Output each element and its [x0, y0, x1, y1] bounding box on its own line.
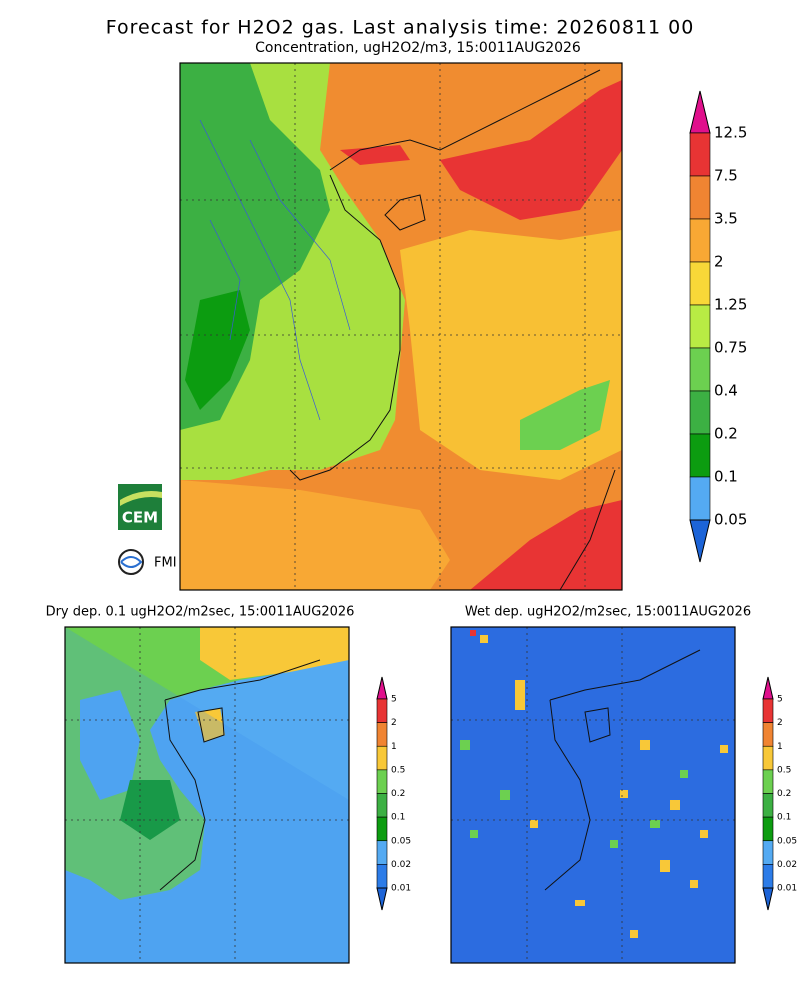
colorbar-band [376, 769, 388, 794]
cem-label: CEM [122, 509, 158, 527]
fmi-logo: FMI [118, 549, 177, 575]
colorbar-label: 0.05 [391, 836, 411, 846]
colorbar-label: 2 [777, 718, 783, 728]
colorbar-arrow [376, 676, 388, 700]
colorbar-label: 2 [714, 253, 724, 271]
cem-logo: CEM [118, 484, 162, 530]
colorbar-band [762, 816, 774, 842]
colorbar-band [762, 698, 774, 723]
main-map [179, 62, 623, 591]
colorbar-label: 0.1 [714, 468, 738, 486]
colorbar-label: 2 [391, 718, 397, 728]
colorbar-label: 0.5 [777, 765, 791, 775]
colorbar-label: 5 [777, 695, 783, 705]
colorbar-band [689, 218, 711, 263]
colorbar-arrow [762, 887, 774, 911]
colorbar-label: 5 [391, 695, 397, 705]
panel-title: Wet dep. ugH2O2/m2sec, 15:0011AUG2026 [465, 605, 751, 620]
colorbar-label: 0.4 [714, 382, 738, 400]
wet-dep-map [450, 626, 736, 964]
subtitle: Concentration, ugH2O2/m3, 15:0011AUG2026 [255, 40, 581, 56]
colorbar-label: 0.05 [777, 836, 797, 846]
colorbar-label: 0.01 [777, 884, 797, 894]
colorbar-label: 0.2 [391, 789, 405, 799]
colorbar-label: 0.05 [714, 511, 747, 529]
colorbar-label: 1 [391, 742, 397, 752]
colorbar-band [376, 816, 388, 842]
colorbar-band [376, 745, 388, 771]
main-title: Forecast for H2O2 gas. Last analysis tim… [106, 17, 695, 39]
colorbar-label: 0.02 [777, 860, 797, 870]
colorbar-label: 0.1 [391, 813, 405, 823]
dry-dep-map [64, 626, 350, 964]
colorbar-band [689, 132, 711, 177]
colorbar-arrow [376, 887, 388, 911]
panel-title: Dry dep. 0.1 ugH2O2/m2sec, 15:0011AUG202… [46, 605, 355, 620]
colorbar-band [762, 722, 774, 747]
colorbar-label: 0.5 [391, 765, 405, 775]
colorbar-label: 0.75 [714, 339, 747, 357]
fmi-label: FMI [154, 556, 177, 571]
colorbar-label: 0.2 [777, 789, 791, 799]
colorbar-band [376, 698, 388, 723]
colorbar-arrow [762, 676, 774, 700]
colorbar-band [376, 840, 388, 865]
colorbar-band [762, 840, 774, 865]
colorbar-band [376, 722, 388, 747]
colorbar-band [689, 390, 711, 435]
colorbar-band [762, 745, 774, 771]
colorbar-band [689, 175, 711, 220]
colorbar-band [376, 793, 388, 818]
colorbar-label: 0.02 [391, 860, 411, 870]
colorbar-label: 0.2 [714, 425, 738, 443]
colorbar-band [689, 433, 711, 478]
colorbar-label: 1 [777, 742, 783, 752]
colorbar-band [762, 864, 774, 889]
colorbar-label: 1.25 [714, 296, 747, 314]
colorbar-band [689, 261, 711, 306]
colorbar-label: 3.5 [714, 210, 738, 228]
colorbar-label: 7.5 [714, 167, 738, 185]
colorbar-band [689, 347, 711, 392]
colorbar-band [689, 304, 711, 349]
colorbar-band [762, 769, 774, 794]
colorbar-band [376, 864, 388, 889]
colorbar-band [762, 793, 774, 818]
colorbar-label: 12.5 [714, 124, 747, 142]
colorbar-arrow [689, 90, 711, 134]
colorbar-label: 0.01 [391, 884, 411, 894]
colorbar-label: 0.1 [777, 813, 791, 823]
colorbar-band [689, 476, 711, 521]
colorbar-arrow [689, 519, 711, 563]
